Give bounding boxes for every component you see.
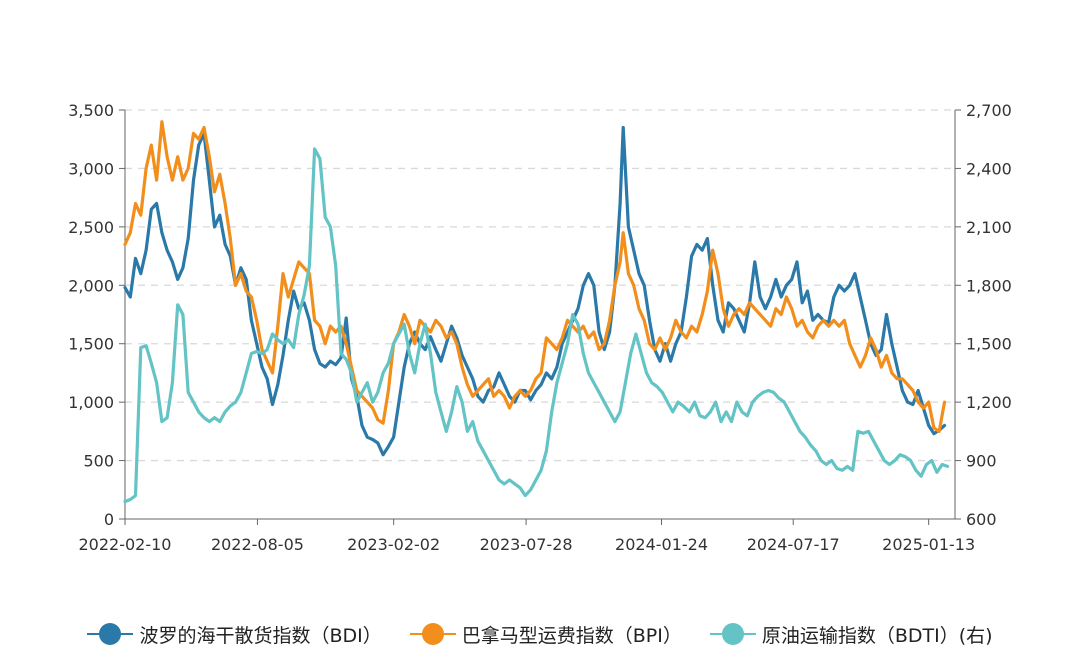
y-left-tick-label: 1,000 [68, 393, 114, 412]
grid-lines [125, 109, 955, 462]
y-left-tick-label: 2,500 [68, 218, 114, 237]
y-left-tick-label: 3,500 [68, 101, 114, 120]
y-right-tick-label: 2,100 [966, 218, 1012, 237]
series-line-bdti [123, 147, 950, 504]
legend-label-bpi: 巴拿马型运费指数（BPI） [461, 624, 682, 647]
y-right-tick-label: 900 [966, 452, 997, 471]
legend-marker-bpi-icon [409, 622, 456, 646]
x-tick-label: 2024-07-17 [747, 535, 840, 554]
x-tick-label: 2022-08-05 [211, 535, 304, 554]
y-right-tick-label: 1,200 [966, 393, 1012, 412]
y-left-tick-label: 3,000 [68, 159, 114, 178]
legend-label-bdi: 波罗的海干散货指数（BDI） [139, 624, 382, 647]
y-right-tick-label: 2,400 [966, 159, 1012, 178]
legend: 波罗的海干散货指数（BDI） 巴拿马型运费指数（BPI） 原油运输指数（BDTI… [0, 612, 1080, 656]
y-left-tick-label: 500 [83, 452, 114, 471]
y-left-tick-label: 2,000 [68, 276, 114, 295]
x-tick-label: 2023-07-28 [480, 535, 573, 554]
y-left-tick-label: 1,500 [68, 335, 114, 354]
legend-label-bdti: 原油运输指数（BDTI）(右) [761, 624, 993, 647]
axes: 3,500 3,000 2,500 2,000 1,500 1,000 500 0 2,700 2… [68, 101, 1012, 554]
y-right-tick-label: 2,700 [966, 101, 1012, 120]
x-tick-label: 2022-02-10 [79, 535, 172, 554]
y-right-tick-label: 1,800 [966, 276, 1012, 295]
y-right-tick-label: 1,500 [966, 335, 1012, 354]
y-right-tick-label: 600 [966, 510, 997, 529]
legend-item-bpi[interactable]: 巴拿马型运费指数（BPI） [409, 621, 682, 648]
series-line-bdi [123, 125, 947, 457]
legend-item-bdi[interactable]: 波罗的海干散货指数（BDI） [87, 621, 382, 648]
legend-marker-bdi-icon [87, 622, 134, 646]
legend-marker-bdti-icon [709, 622, 756, 646]
legend-item-bdti[interactable]: 原油运输指数（BDTI）(右) [709, 621, 993, 648]
series-line-bpi [123, 120, 947, 433]
x-tick-label: 2025-01-13 [882, 535, 975, 554]
x-tick-label: 2024-01-24 [615, 535, 708, 554]
x-tick-label: 2023-02-02 [347, 535, 440, 554]
y-left-tick-label: 0 [104, 510, 114, 529]
line-chart: 3,500 3,000 2,500 2,000 1,500 1,000 500 0 2,700 2… [68, 101, 1012, 554]
series-lines [123, 120, 950, 504]
